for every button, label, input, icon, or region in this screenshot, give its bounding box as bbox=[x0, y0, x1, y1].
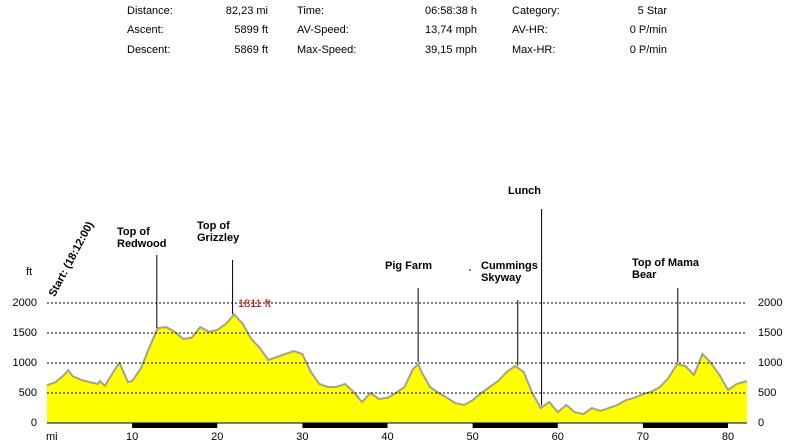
x-tick-label: 40 bbox=[381, 431, 393, 443]
stat-label: AV-HR: bbox=[512, 24, 548, 36]
stat-value: 5869 ft bbox=[234, 44, 268, 56]
stat-value: 06:58:38 h bbox=[425, 5, 477, 17]
distance-segment bbox=[132, 423, 218, 428]
y-tick-label: 1000 bbox=[13, 357, 37, 369]
stat-label: Time: bbox=[297, 5, 324, 17]
x-axis-label: mi bbox=[46, 431, 58, 443]
stat-value: 5 Star bbox=[638, 5, 668, 17]
stat-value: 0 P/min bbox=[630, 24, 667, 36]
stat-label: Distance: bbox=[127, 5, 173, 17]
distance-segment bbox=[302, 423, 388, 428]
annotation-label: Grizzley bbox=[197, 232, 240, 244]
y2-tick-label: 0 bbox=[758, 417, 764, 429]
annotation-label: Lunch bbox=[508, 185, 541, 197]
stat-label: Ascent: bbox=[127, 24, 164, 36]
elevation-line bbox=[46, 312, 748, 416]
x-tick-label: 70 bbox=[637, 431, 649, 443]
annotation-label: Top of Mama bbox=[632, 257, 700, 269]
stat-label: Max-Speed: bbox=[297, 44, 356, 56]
y2-tick-label: 2000 bbox=[758, 297, 782, 309]
start-label: Start: (18:12:00) bbox=[47, 219, 97, 298]
distance-bar bbox=[132, 423, 729, 428]
annotation-label: Cummings bbox=[481, 260, 538, 272]
annotation-label: Bear bbox=[632, 269, 657, 281]
stat-label: Category: bbox=[512, 5, 560, 17]
stat-value: 0 P/min bbox=[630, 44, 667, 56]
y2-tick-label: 1000 bbox=[758, 357, 782, 369]
stat-value: 5899 ft bbox=[234, 24, 268, 36]
x-tick-label: 50 bbox=[467, 431, 479, 443]
distance-segment bbox=[472, 423, 558, 428]
x-tick-label: 80 bbox=[722, 431, 734, 443]
stat-value: 13,74 mph bbox=[425, 24, 477, 36]
y-tick-label: 1500 bbox=[13, 327, 37, 339]
annotation-label: Top of bbox=[197, 220, 230, 232]
y2-tick-label: 500 bbox=[758, 387, 776, 399]
stat-label: AV-Speed: bbox=[297, 24, 349, 36]
elevation-area bbox=[47, 314, 747, 423]
x-tick-label: 30 bbox=[296, 431, 308, 443]
marker-dot bbox=[469, 269, 471, 271]
annotation-label: Top of bbox=[117, 226, 150, 238]
stat-value: 82,23 mi bbox=[226, 5, 268, 17]
peak-label: 1811 ft bbox=[238, 298, 271, 310]
x-tick-label: 20 bbox=[211, 431, 223, 443]
x-tick-label: 60 bbox=[552, 431, 564, 443]
annotation-label: Redwood bbox=[117, 238, 167, 250]
x-tick-label: 10 bbox=[126, 431, 138, 443]
y-tick-label: 2000 bbox=[13, 297, 37, 309]
annotation-label: Pig Farm bbox=[385, 260, 432, 272]
annotation-label: Skyway bbox=[481, 272, 522, 284]
y-axis-label: ft bbox=[26, 266, 32, 278]
stat-value: 39,15 mph bbox=[425, 44, 477, 56]
y-tick-label: 0 bbox=[31, 417, 37, 429]
y2-tick-label: 1500 bbox=[758, 327, 782, 339]
distance-segment bbox=[642, 423, 729, 428]
stat-label: Max-HR: bbox=[512, 44, 555, 56]
stat-label: Descent: bbox=[127, 44, 170, 56]
y-tick-label: 500 bbox=[19, 387, 37, 399]
